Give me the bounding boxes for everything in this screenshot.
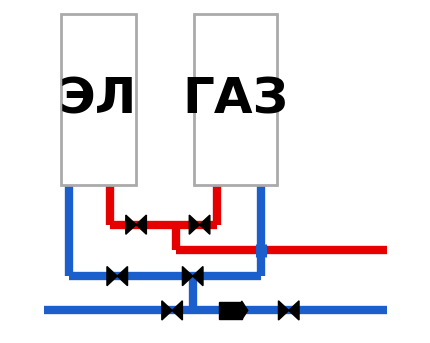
Polygon shape: [172, 301, 182, 320]
FancyBboxPatch shape: [61, 14, 136, 185]
Polygon shape: [193, 267, 203, 286]
Polygon shape: [189, 215, 200, 234]
Polygon shape: [126, 215, 136, 234]
Polygon shape: [107, 267, 117, 286]
Polygon shape: [200, 215, 210, 234]
FancyBboxPatch shape: [194, 14, 277, 185]
Polygon shape: [289, 301, 299, 320]
Polygon shape: [162, 301, 172, 320]
Polygon shape: [242, 301, 248, 320]
Text: ЭЛ: ЭЛ: [59, 75, 138, 123]
Polygon shape: [117, 267, 128, 286]
Text: ГАЗ: ГАЗ: [182, 75, 289, 123]
FancyBboxPatch shape: [219, 302, 242, 319]
Polygon shape: [279, 301, 289, 320]
Polygon shape: [182, 267, 193, 286]
Polygon shape: [136, 215, 146, 234]
